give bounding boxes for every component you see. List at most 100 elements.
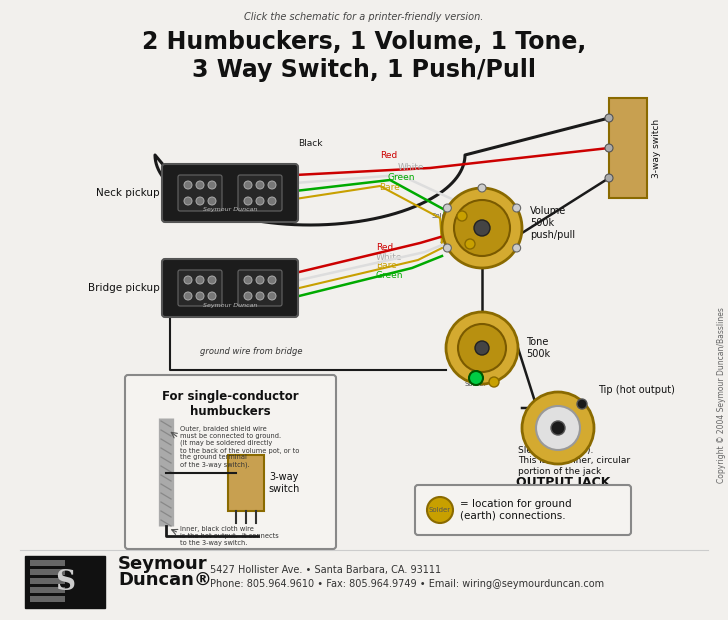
Circle shape [605,144,613,152]
Text: Phone: 805.964.9610 • Fax: 805.964.9749 • Email: wiring@seymourduncan.com: Phone: 805.964.9610 • Fax: 805.964.9749 … [210,579,604,589]
Text: Seymour: Seymour [118,555,207,573]
Circle shape [474,220,490,236]
Text: Tone
500k: Tone 500k [526,337,550,359]
Text: Red: Red [380,151,397,159]
Circle shape [196,292,204,300]
Text: Bare: Bare [376,262,397,270]
Circle shape [268,276,276,284]
FancyBboxPatch shape [178,175,222,211]
Circle shape [443,244,451,252]
Bar [30,569,65,575]
Bar [30,578,65,584]
Text: Seymour Duncan: Seymour Duncan [203,303,257,308]
Circle shape [196,276,204,284]
Circle shape [256,276,264,284]
Circle shape [244,181,252,189]
Circle shape [244,292,252,300]
Text: White: White [398,164,424,172]
Circle shape [184,276,192,284]
Circle shape [513,244,521,252]
Circle shape [442,188,522,268]
Circle shape [208,181,216,189]
Bar [25,556,105,608]
Text: Bare: Bare [379,184,400,192]
Circle shape [208,276,216,284]
Text: Solder: Solder [465,381,487,387]
Circle shape [256,181,264,189]
Circle shape [489,377,499,387]
Text: Red: Red [376,244,393,252]
FancyBboxPatch shape [178,270,222,306]
Text: White: White [376,252,403,262]
FancyBboxPatch shape [162,259,298,317]
FancyBboxPatch shape [162,164,298,222]
Circle shape [605,114,613,122]
Text: Duncan®: Duncan® [118,571,212,589]
Text: Volume
500k
push/pull: Volume 500k push/pull [530,206,575,239]
Circle shape [458,324,506,372]
Text: Neck pickup: Neck pickup [96,188,160,198]
Text: OUTPUT JACK: OUTPUT JACK [516,476,610,489]
Circle shape [465,239,475,249]
Circle shape [208,197,216,205]
Text: Green: Green [376,270,403,280]
Circle shape [184,292,192,300]
Circle shape [454,200,510,256]
Text: Solder: Solder [440,241,462,247]
Text: Solder: Solder [432,213,454,219]
FancyBboxPatch shape [238,270,282,306]
Circle shape [577,399,587,409]
Text: Outer, braided shield wire
must be connected to ground.
(It may be soldered dire: Outer, braided shield wire must be conne… [180,426,299,468]
Circle shape [513,204,521,212]
Text: 3-way
switch: 3-way switch [268,472,299,494]
Circle shape [268,197,276,205]
Circle shape [268,292,276,300]
Circle shape [256,292,264,300]
FancyBboxPatch shape [238,175,282,211]
Circle shape [244,276,252,284]
Circle shape [184,181,192,189]
Circle shape [446,312,518,384]
Circle shape [268,181,276,189]
Text: Copyright © 2004 Seymour Duncan/Basslines: Copyright © 2004 Seymour Duncan/Bassline… [718,307,727,483]
Circle shape [522,392,594,464]
Text: 3 Way Switch, 1 Push/Pull: 3 Way Switch, 1 Push/Pull [192,58,536,82]
Circle shape [244,197,252,205]
Circle shape [551,421,565,435]
Circle shape [443,204,451,212]
Text: Solder: Solder [429,507,451,513]
Text: Black: Black [298,139,323,148]
Bar [609,98,647,198]
Text: 5427 Hollister Ave. • Santa Barbara, CA. 93111: 5427 Hollister Ave. • Santa Barbara, CA.… [210,565,441,575]
FancyBboxPatch shape [125,375,336,549]
Circle shape [184,197,192,205]
Text: 3-way switch: 3-way switch [652,118,661,177]
Text: 2 Humbuckers, 1 Volume, 1 Tone,: 2 Humbuckers, 1 Volume, 1 Tone, [142,30,586,54]
Text: Click the schematic for a printer-friendly version.: Click the schematic for a printer-friend… [245,12,483,22]
Circle shape [196,197,204,205]
Circle shape [469,371,483,385]
Circle shape [536,406,580,450]
Circle shape [208,292,216,300]
Text: Bridge pickup: Bridge pickup [88,283,160,293]
Text: Inner, black cloth wire
is the hot output.  It connects
to the 3-way switch.: Inner, black cloth wire is the hot outpu… [180,526,279,546]
Circle shape [196,181,204,189]
Circle shape [478,184,486,192]
Bar [30,560,65,566]
Bar [228,455,264,511]
Text: = location for ground
(earth) connections.: = location for ground (earth) connection… [460,499,571,521]
Circle shape [256,197,264,205]
Text: Seymour Duncan: Seymour Duncan [203,208,257,213]
Circle shape [475,341,489,355]
Bar [30,596,65,602]
Text: ground wire from bridge: ground wire from bridge [200,347,303,356]
Circle shape [427,497,453,523]
Circle shape [605,174,613,182]
Text: Tip (hot output): Tip (hot output) [598,385,675,395]
FancyBboxPatch shape [415,485,631,535]
Text: S: S [55,569,75,595]
Bar [30,587,65,593]
Text: Sleeve (ground).
This is the inner, circular
portion of the jack: Sleeve (ground). This is the inner, circ… [518,446,630,476]
Text: For single-conductor
humbuckers: For single-conductor humbuckers [162,390,298,418]
Text: Green: Green [388,174,416,182]
